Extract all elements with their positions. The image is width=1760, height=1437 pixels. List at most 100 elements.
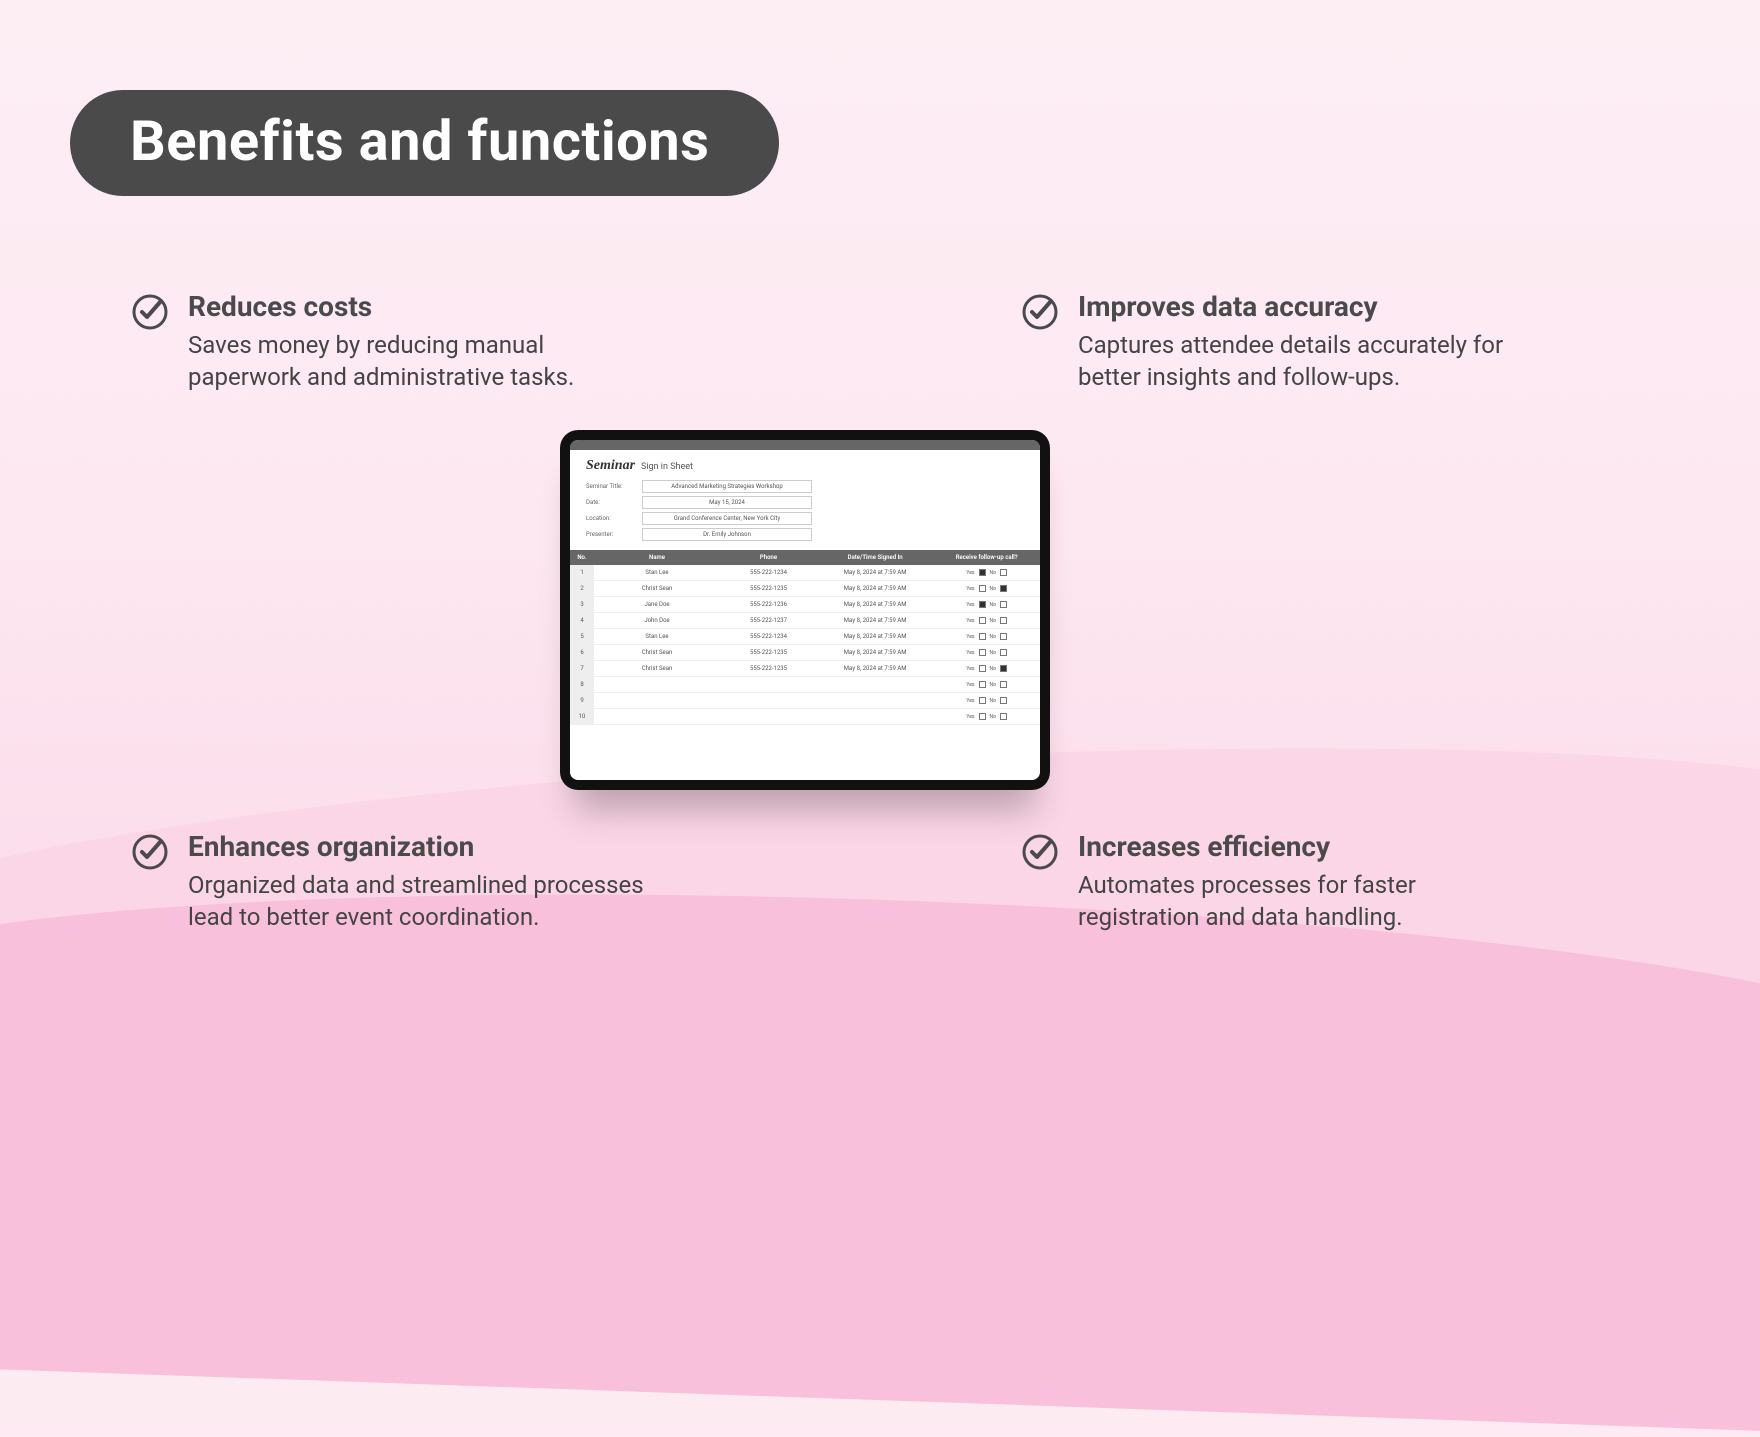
check-circle-icon [1020,832,1060,872]
checkbox-yes[interactable] [979,665,986,672]
cell-no: 5 [570,629,594,644]
cell-phone [720,713,817,721]
table-row: 9YesNo [570,693,1040,709]
col-phone: Phone [720,550,817,565]
check-circle-icon [130,292,170,332]
table-header: No. Name Phone Date/Time Signed In Recei… [570,550,1040,565]
title-pill: Benefits and functions [70,90,779,196]
benefit-heading: Reduces costs [188,290,650,323]
checkbox-no[interactable] [1000,697,1007,704]
table-body: 1Stan Lee555-222-1234May 8, 2024 at 7:59… [570,565,1040,725]
opt-yes-label: Yes [966,586,974,592]
table-row: 1Stan Lee555-222-1234May 8, 2024 at 7:59… [570,565,1040,581]
table-row: 3Jane Doe555-222-1236May 8, 2024 at 7:59… [570,597,1040,613]
check-circle-icon [1020,292,1060,332]
meta-value: Grand Conference Center, New York City [642,512,812,525]
cell-follow: YesNo [933,581,1040,596]
benefit-body: Captures attendee details accurately for… [1078,329,1540,394]
cell-phone [720,681,817,689]
checkbox-yes[interactable] [979,649,986,656]
cell-dt: May 8, 2024 at 7:59 AM [817,565,933,580]
checkbox-no[interactable] [1000,713,1007,720]
cell-name [594,697,720,705]
checkbox-no[interactable] [1000,633,1007,640]
cell-name: Christ Sean [594,645,720,660]
opt-yes-label: Yes [966,634,974,640]
bg-wave-2 [0,863,1760,1436]
checkbox-yes[interactable] [979,601,986,608]
checkbox-no[interactable] [1000,569,1007,576]
cell-follow: YesNo [933,629,1040,644]
checkbox-yes[interactable] [979,713,986,720]
cell-no: 2 [570,581,594,596]
opt-yes-label: Yes [966,666,974,672]
cell-dt: May 8, 2024 at 7:59 AM [817,661,933,676]
checkbox-no[interactable] [1000,665,1007,672]
table-row: 6Christ Sean555-222-1235May 8, 2024 at 7… [570,645,1040,661]
cell-name: Jane Doe [594,597,720,612]
cell-dt: May 8, 2024 at 7:59 AM [817,629,933,644]
cell-phone: 555-222-1235 [720,581,817,596]
col-no: No. [570,550,594,565]
opt-no-label: No [990,714,996,720]
cell-no: 1 [570,565,594,580]
benefit-reduces-costs: Reduces costs Saves money by reducing ma… [130,290,650,394]
opt-yes-label: Yes [966,682,974,688]
opt-yes-label: Yes [966,650,974,656]
checkbox-no[interactable] [1000,601,1007,608]
checkbox-yes[interactable] [979,569,986,576]
cell-follow: YesNo [933,613,1040,628]
check-circle-icon [130,832,170,872]
checkbox-no[interactable] [1000,585,1007,592]
cell-no: 7 [570,661,594,676]
cell-phone [720,697,817,705]
checkbox-yes[interactable] [979,633,986,640]
cell-follow: YesNo [933,709,1040,724]
checkbox-no[interactable] [1000,649,1007,656]
cell-phone: 555-222-1235 [720,661,817,676]
cell-name: Christ Sean [594,581,720,596]
cell-dt: May 8, 2024 at 7:59 AM [817,645,933,660]
table-row: 8 Yes No [570,677,1040,693]
col-dt: Date/Time Signed In [817,550,933,565]
benefit-heading: Improves data accuracy [1078,290,1540,323]
opt-no-label: No [990,618,996,624]
checkbox-yes[interactable] [979,681,986,688]
cell-no: 9 [570,693,594,708]
checkbox-yes[interactable] [979,585,986,592]
cell-phone: 555-222-1236 [720,597,817,612]
cell-dt: May 8, 2024 at 7:59 AM [817,613,933,628]
cell-no: 3 [570,597,594,612]
cell-dt [817,681,933,689]
cell-dt: May 8, 2024 at 7:59 AM [817,581,933,596]
cell-name [594,681,720,689]
table-row: 5Stan Lee555-222-1234May 8, 2024 at 7:59… [570,629,1040,645]
benefit-heading: Enhances organization [188,830,650,863]
cell-follow: YesNo [933,597,1040,612]
cell-dt: May 8, 2024 at 7:59 AM [817,597,933,612]
cell-phone: 555-222-1234 [720,629,817,644]
opt-no-label: No [990,602,996,608]
cell-follow: YesNo [933,645,1040,660]
checkbox-yes[interactable] [979,697,986,704]
opt-no-label: No [990,666,996,672]
checkbox-no[interactable] [1000,617,1007,624]
cell-name: Christ Sean [594,661,720,676]
meta-label: Presenter: [586,531,642,538]
opt-no-label: No [990,682,996,688]
benefit-improves-accuracy: Improves data accuracy Captures attendee… [1020,290,1540,394]
benefit-body: Automates processes for faster registrat… [1078,869,1540,934]
table-row: 10YesNo [570,709,1040,725]
table-row: 7Christ Sean555-222-1235May 8, 2024 at 7… [570,661,1040,677]
benefit-body: Organized data and streamlined processes… [188,869,650,934]
cell-name [594,713,720,721]
checkbox-no[interactable] [1000,681,1007,688]
sheet-meta: Seminar Title:Advanced Marketing Strateg… [570,480,1040,550]
meta-label: Location: [586,515,642,522]
table-row: 2Christ Sean555-222-1235May 8, 2024 at 7… [570,581,1040,597]
checkbox-yes[interactable] [979,617,986,624]
cell-follow: Yes No [933,677,1040,692]
meta-value: Dr. Emily Johnson [642,528,812,541]
tablet-screen: Seminar Sign in Sheet Seminar Title:Adva… [570,440,1040,780]
cell-no: 8 [570,677,594,692]
